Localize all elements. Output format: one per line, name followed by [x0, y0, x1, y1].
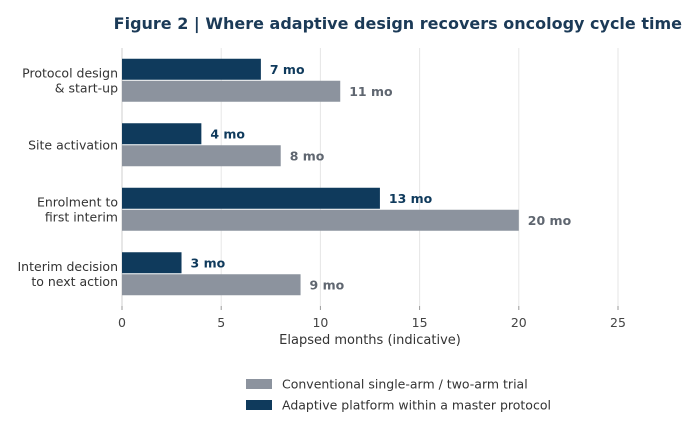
x-ticks: 0 5 10 15 20 25 [118, 306, 626, 330]
chart-title: Figure 2 | Where adaptive design recover… [114, 14, 682, 34]
x-axis-label: Elapsed months (indicative) [279, 333, 461, 348]
bar-0-2 [122, 187, 380, 209]
category-label: Site activation [28, 137, 118, 152]
category-label: first interim [45, 209, 118, 224]
tick-label: 5 [217, 315, 225, 330]
data-label: 7 mo [270, 62, 305, 77]
bar-1-1 [122, 145, 281, 167]
tick-label: 0 [118, 315, 126, 330]
bar-1-0 [122, 80, 341, 102]
bar-1-3 [122, 274, 301, 296]
data-label: 3 mo [191, 255, 226, 270]
data-label: 8 mo [290, 148, 325, 163]
bar-1-2 [122, 209, 519, 231]
category-label: Enrolment to [37, 194, 118, 209]
tick-label: 15 [412, 315, 428, 330]
legend-swatch-0 [246, 379, 272, 389]
data-label: 9 mo [310, 277, 345, 292]
bars: 7 mo 11 mo 4 mo 8 mo 13 mo 20 mo 3 mo 9 mo [122, 58, 572, 296]
bar-0-3 [122, 252, 182, 274]
category-label: Protocol design [22, 65, 118, 80]
legend-swatch-1 [246, 400, 272, 410]
category-label: & start-up [55, 80, 118, 95]
legend-label: Conventional single-arm / two-arm trial [282, 377, 528, 392]
legend-label: Adaptive platform within a master protoc… [282, 398, 551, 413]
bar-0-0 [122, 58, 261, 80]
category-labels: Protocol design& start-up Site activation… [18, 65, 119, 289]
data-label: 13 mo [389, 191, 433, 206]
tick-label: 25 [610, 315, 626, 330]
data-label: 11 mo [349, 84, 393, 99]
tick-label: 10 [312, 315, 328, 330]
category-label: to next action [31, 274, 118, 289]
data-label: 20 mo [528, 213, 572, 228]
bar-0-1 [122, 123, 202, 145]
legend: Conventional single-arm / two-arm trial A… [246, 377, 551, 413]
data-label: 4 mo [210, 126, 245, 141]
tick-label: 20 [511, 315, 527, 330]
category-label: Interim decision [18, 259, 119, 274]
